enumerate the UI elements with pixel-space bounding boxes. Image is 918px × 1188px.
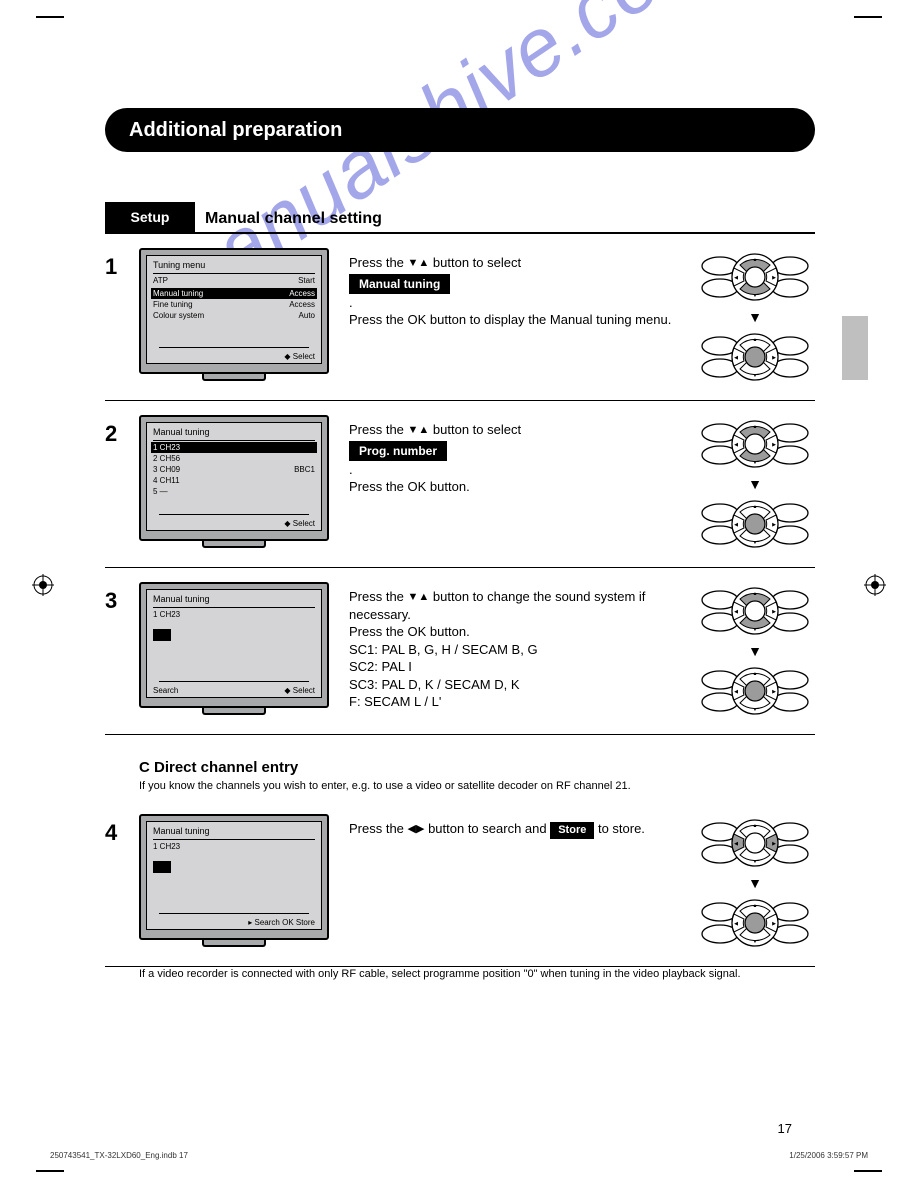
step-number: 2 [105,415,139,447]
svg-text:▼: ▼ [753,460,758,466]
svg-text:▲: ▲ [753,903,758,909]
svg-text:◀: ◀ [734,275,738,281]
footer-date: 1/25/2006 3:59:57 PM [789,1151,868,1160]
foot-note: If a video recorder is connected with on… [105,967,815,982]
page-number: 17 [778,1121,792,1136]
svg-text:▼: ▼ [753,540,758,546]
arrow-down-icon: ▼ [748,644,762,658]
svg-text:▶: ▶ [772,442,776,448]
subsection-desc: If you know the channels you wish to ent… [139,780,815,792]
svg-text:◀: ◀ [734,841,738,847]
registration-mark-icon [32,574,54,596]
step-row: 2 Manual tuning 1 CH232 CH563 CH09BBC14 … [105,401,815,568]
svg-text:▲: ▲ [753,257,758,263]
crop-mark [854,1170,882,1172]
step-row: 4 Manual tuning 1 CH23 ▸ Search OK Store… [105,800,815,967]
remote-diagram: ▲ ▼ ◀ ▶ ▼ ▲ ▼ ◀ ▶ [695,248,815,386]
step-row: 3 Manual tuning 1 CH23 Search ◆ Select P… [105,568,815,735]
svg-text:▲: ▲ [753,504,758,510]
svg-text:▲: ▲ [753,424,758,430]
svg-text:◀: ◀ [734,522,738,528]
svg-text:▼: ▼ [753,293,758,299]
svg-text:▼: ▼ [753,627,758,633]
arrow-down-icon: ▼ [748,876,762,890]
svg-text:◀: ◀ [734,609,738,615]
tv-screen: Manual tuning 1 CH23 ▸ Search OK Store [139,814,329,940]
svg-text:▼: ▼ [753,939,758,945]
svg-text:▶: ▶ [772,275,776,281]
footer-file: 250743541_TX-32LXD60_Eng.indb 17 [50,1151,188,1160]
step-row: 1 Tuning menu ATPStartManual tuningAcces… [105,234,815,401]
side-tab [842,316,868,380]
step-text: Press the ◀▶ button to search and Store … [337,814,695,839]
svg-text:◀: ◀ [734,689,738,695]
button-label: Prog. number [349,441,447,461]
page-title: Additional preparation [105,108,815,152]
step-text: Press the ▼▲ button to select Prog. numb… [337,415,695,496]
tv-screen: Tuning menu ATPStartManual tuningAccessF… [139,248,329,374]
crop-mark [36,1170,64,1172]
svg-text:◀: ◀ [734,921,738,927]
svg-text:▶: ▶ [772,689,776,695]
tv-screen: Manual tuning 1 CH23 Search ◆ Select [139,582,329,708]
arrow-down-icon: ▼ [748,310,762,324]
step-number: 3 [105,582,139,614]
svg-text:▲: ▲ [753,823,758,829]
step-number: 4 [105,814,139,846]
svg-text:▼: ▼ [753,859,758,865]
remote-diagram: ▲ ▼ ◀ ▶ ▼ ▲ ▼ ◀ ▶ [695,814,815,952]
section-label: Manual channel setting [195,210,382,232]
svg-text:▶: ▶ [772,921,776,927]
svg-text:▲: ▲ [753,671,758,677]
tab-setup: Setup [105,202,195,232]
svg-text:◀: ◀ [734,355,738,361]
remote-diagram: ▲ ▼ ◀ ▶ ▼ ▲ ▼ ◀ ▶ [695,582,815,720]
remote-diagram: ▲ ▼ ◀ ▶ ▼ ▲ ▼ ◀ ▶ [695,415,815,553]
step-number: 1 [105,248,139,280]
svg-text:▶: ▶ [772,355,776,361]
arrow-down-icon: ▼ [748,477,762,491]
svg-text:▲: ▲ [753,591,758,597]
svg-text:▲: ▲ [753,337,758,343]
svg-text:▶: ▶ [772,522,776,528]
svg-text:▶: ▶ [772,609,776,615]
button-label: Store [550,822,594,839]
crop-mark [854,16,882,18]
button-label: Manual tuning [349,274,450,294]
subsection-heading: C Direct channel entry [139,759,815,776]
svg-text:▶: ▶ [772,841,776,847]
svg-text:▼: ▼ [753,707,758,713]
tv-screen: Manual tuning 1 CH232 CH563 CH09BBC14 CH… [139,415,329,541]
registration-mark-icon [864,574,886,596]
svg-text:▼: ▼ [753,373,758,379]
crop-mark [36,16,64,18]
svg-text:◀: ◀ [734,442,738,448]
step-text: Press the ▼▲ button to change the sound … [337,582,695,711]
step-text: Press the ▼▲ button to select Manual tun… [337,248,695,329]
section-tab: Setup Manual channel setting [105,202,815,234]
